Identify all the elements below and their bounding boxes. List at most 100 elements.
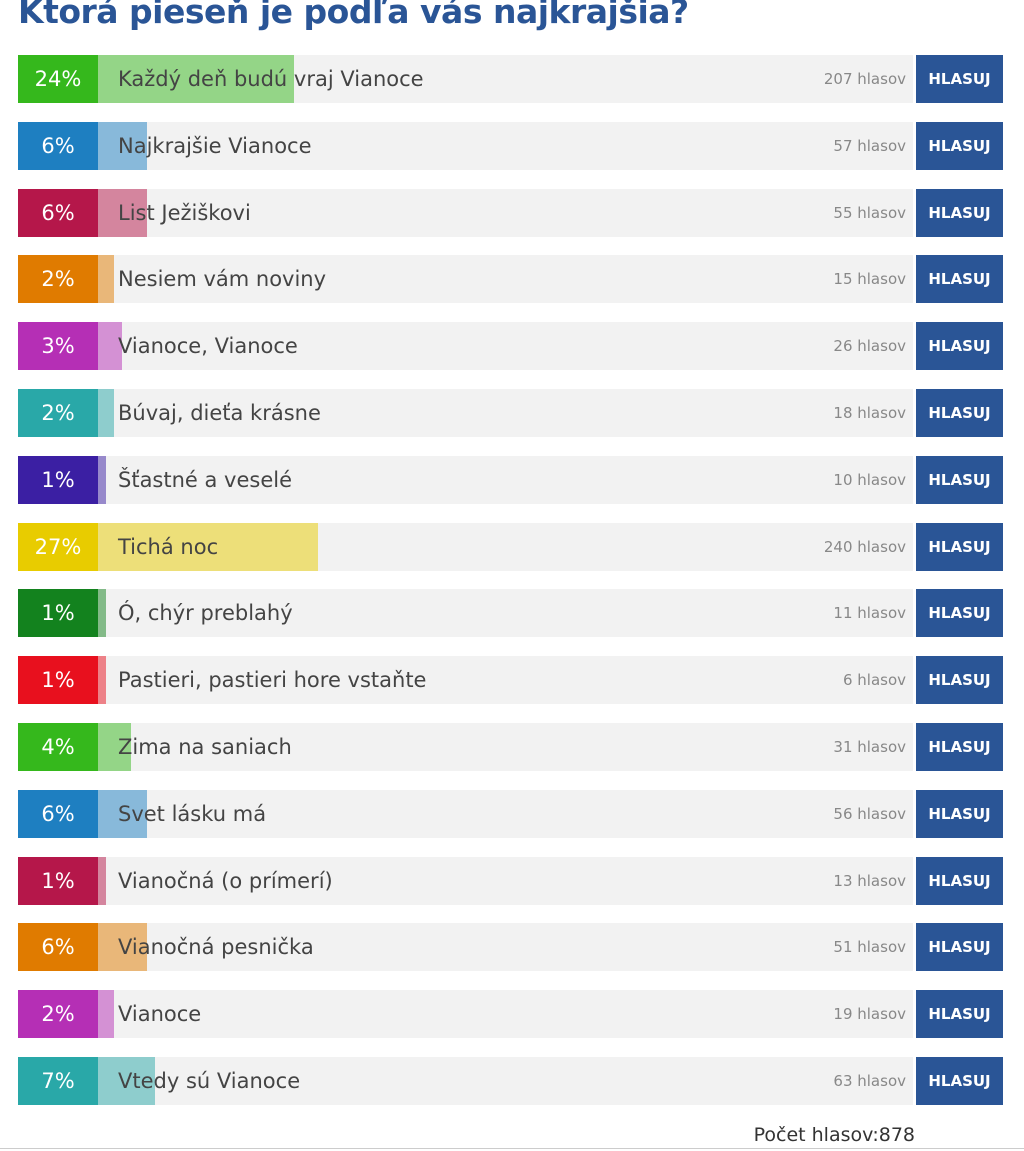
divider — [0, 1148, 1024, 1149]
poll-option: 2% Búvaj, dieťa krásne 18 hlasov HLASUJ — [18, 389, 1003, 437]
poll-option: 6% Vianočná pesnička 51 hlasov HLASUJ — [18, 923, 1003, 972]
vote-count: 13 hlasov — [833, 871, 906, 890]
vote-button[interactable]: HLASUJ — [916, 856, 1003, 905]
vote-count: 18 hlasov — [833, 404, 906, 422]
percent-label: 4% — [18, 723, 98, 771]
result-bar — [98, 188, 147, 237]
result-bar — [98, 990, 115, 1039]
result-bar — [98, 322, 123, 371]
result-bar — [98, 923, 147, 972]
option-label: List Ježiškovi — [118, 200, 251, 225]
result-bar — [98, 723, 131, 771]
option-label: Najkrajšie Vianoce — [118, 133, 312, 158]
result-track — [98, 188, 913, 237]
poll-option: 6% List Ježiškovi 55 hlasov HLASUJ — [18, 188, 1003, 237]
vote-button[interactable]: HLASUJ — [916, 389, 1003, 437]
vote-button[interactable]: HLASUJ — [916, 723, 1003, 771]
vote-button[interactable]: HLASUJ — [916, 455, 1003, 504]
result-track — [98, 522, 913, 571]
result-track — [98, 455, 913, 504]
poll-option: 27% Tichá noc 240 hlasov HLASUJ — [18, 522, 1003, 571]
result-track — [98, 389, 913, 437]
result-track — [98, 55, 913, 103]
vote-button[interactable]: HLASUJ — [916, 923, 1003, 972]
poll-option: 1% Pastieri, pastieri hore vstaňte 6 hlaso… — [18, 656, 1003, 705]
option-label: Každý deň budú vraj Vianoce — [118, 67, 424, 91]
option-label: Ó, chýr preblahý — [118, 601, 293, 626]
vote-count: 51 hlasov — [833, 938, 906, 957]
poll-option: 1% Vianočná (o prímerí) 13 hlasov HLASUJ — [18, 856, 1003, 905]
vote-button[interactable]: HLASUJ — [916, 1057, 1003, 1105]
vote-button[interactable]: HLASUJ — [916, 589, 1003, 638]
vote-button[interactable]: HLASUJ — [916, 55, 1003, 103]
poll-option: 1% Ó, chýr preblahý 11 hlasov HLASUJ — [18, 589, 1003, 638]
percent-label: 2% — [18, 389, 98, 437]
percent-label: 2% — [18, 255, 98, 304]
result-bar — [98, 121, 147, 170]
option-label: Vianoce, Vianoce — [118, 334, 298, 359]
percent-label: 27% — [18, 522, 98, 571]
poll-option: 4% Zima na saniach 31 hlasov HLASUJ — [18, 723, 1003, 771]
vote-count: 55 hlasov — [833, 203, 906, 222]
result-track — [98, 856, 913, 905]
option-label: Nesiem vám noviny — [118, 267, 327, 292]
percent-label: 6% — [18, 188, 98, 237]
poll-option: 2% Vianoce 19 hlasov HLASUJ — [18, 990, 1003, 1039]
vote-count: 63 hlasov — [833, 1072, 906, 1090]
vote-count: 6 hlasov — [842, 671, 906, 690]
result-track — [98, 255, 913, 304]
option-label: Búvaj, dieťa krásne — [118, 401, 321, 425]
percent-label: 2% — [18, 990, 98, 1039]
percent-label: 7% — [18, 1057, 98, 1105]
vote-count: 10 hlasov — [833, 470, 906, 489]
poll-option: 1% Šťastné a veselé 10 hlasov HLASUJ — [18, 455, 1003, 504]
vote-button[interactable]: HLASUJ — [916, 188, 1003, 237]
percent-label: 1% — [18, 589, 98, 638]
result-bar — [98, 856, 107, 905]
percent-label: 3% — [18, 322, 98, 371]
option-label: Vianoce — [118, 1002, 202, 1027]
vote-button[interactable]: HLASUJ — [916, 789, 1003, 838]
option-label: Vtedy sú Vianoce — [118, 1069, 301, 1093]
vote-button[interactable]: HLASUJ — [916, 255, 1003, 304]
percent-label: 1% — [18, 856, 98, 905]
option-label: Vianočná pesnička — [118, 935, 314, 960]
poll-option: 3% Vianoce, Vianoce 26 hlasov HLASUJ — [18, 322, 1003, 371]
vote-count: 207 hlasov — [823, 70, 906, 88]
option-label: Tichá noc — [118, 534, 219, 559]
result-track — [98, 990, 913, 1039]
result-bar — [98, 656, 107, 705]
option-label: Svet lásku má — [118, 801, 267, 826]
percent-label: 24% — [18, 55, 98, 103]
result-track — [98, 923, 913, 972]
result-track — [98, 589, 913, 638]
vote-count: 11 hlasov — [833, 604, 906, 623]
result-bar — [98, 1057, 156, 1105]
result-track — [98, 789, 913, 838]
percent-label: 1% — [18, 656, 98, 705]
vote-count: 19 hlasov — [833, 1005, 906, 1024]
option-label: Zima na saniach — [118, 735, 292, 759]
poll-option: 2% Nesiem vám noviny 15 hlasov HLASUJ — [18, 255, 1003, 304]
vote-button[interactable]: HLASUJ — [916, 522, 1003, 571]
percent-label: 6% — [18, 923, 98, 972]
result-bar — [98, 55, 294, 103]
vote-count: 15 hlasov — [833, 270, 906, 289]
vote-count: 240 hlasov — [823, 537, 906, 556]
vote-count: 31 hlasov — [833, 738, 906, 756]
option-label: Vianočná (o prímerí) — [118, 868, 333, 893]
vote-button[interactable]: HLASUJ — [916, 322, 1003, 371]
vote-button[interactable]: HLASUJ — [916, 656, 1003, 705]
result-track — [98, 1057, 913, 1105]
poll-option: 24% Každý deň budú vraj Vianoce 207 hlasov… — [18, 55, 1003, 103]
vote-button[interactable]: HLASUJ — [916, 990, 1003, 1039]
percent-label: 1% — [18, 455, 98, 504]
poll-option: 6% Svet lásku má 56 hlasov HLASUJ — [18, 789, 1003, 838]
result-bar — [98, 455, 107, 504]
percent-label: 6% — [18, 789, 98, 838]
result-track — [98, 121, 913, 170]
vote-button[interactable]: HLASUJ — [916, 121, 1003, 170]
option-label: Pastieri, pastieri hore vstaňte — [118, 668, 427, 693]
result-bar — [98, 522, 319, 571]
